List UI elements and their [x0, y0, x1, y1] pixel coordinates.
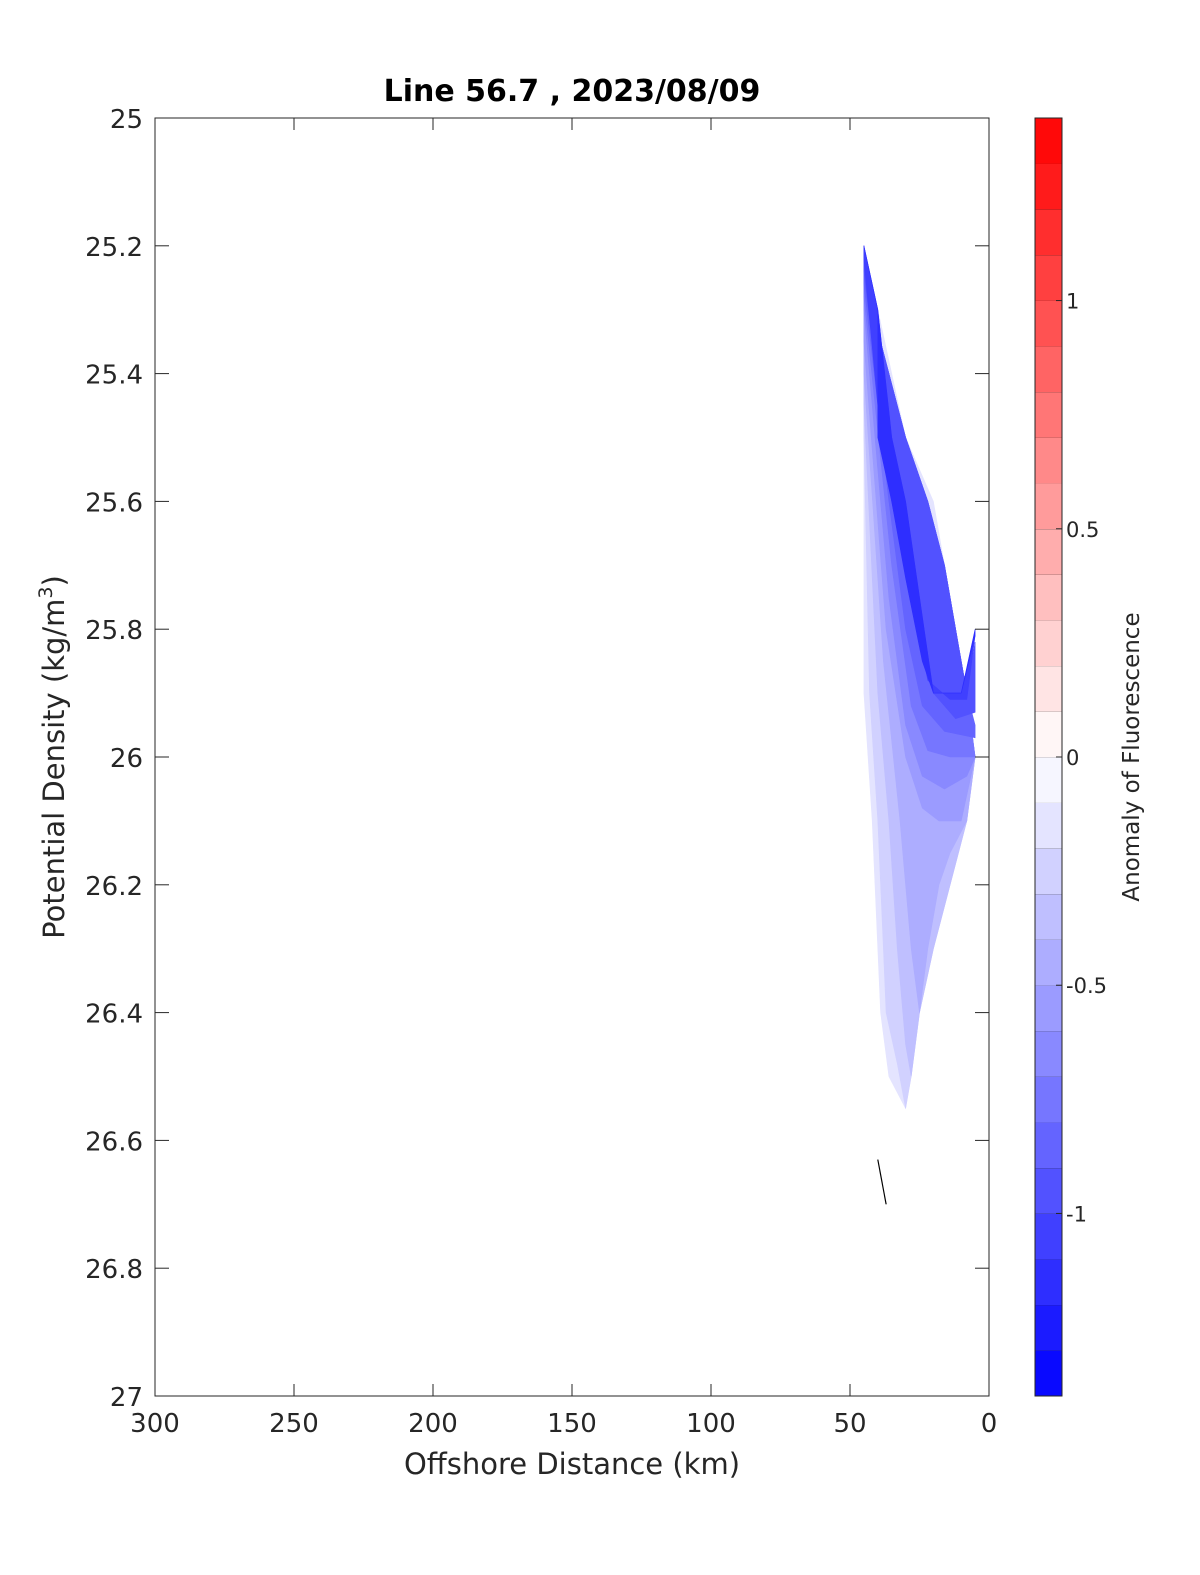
colorbar-level	[1035, 483, 1062, 530]
colorbar-level	[1035, 1167, 1062, 1214]
y-axis-label: Potential Density (kg/m3)	[35, 575, 71, 939]
colorbar-level	[1035, 346, 1062, 393]
y-tick-label: 27	[110, 1383, 143, 1413]
x-tick-label: 200	[408, 1409, 458, 1439]
colorbar-tick-label: 0	[1066, 746, 1079, 770]
colorbar-level	[1035, 802, 1062, 849]
contour-fill-group	[863, 245, 976, 1110]
colorbar-level	[1035, 209, 1062, 256]
colorbar-level	[1035, 893, 1062, 940]
colorbar-level	[1035, 163, 1062, 210]
x-tick-label: 300	[130, 1409, 180, 1439]
colorbar-level	[1035, 437, 1062, 484]
colorbar-level	[1035, 1122, 1062, 1169]
colorbar-level	[1035, 528, 1062, 575]
x-tick-label: 50	[833, 1409, 866, 1439]
y-tick-label: 25.6	[85, 488, 143, 518]
x-axis-label: Offshore Distance (km)	[404, 1447, 740, 1481]
x-tick-label: 250	[269, 1409, 319, 1439]
colorbar-level	[1035, 391, 1062, 438]
colorbar	[1035, 117, 1062, 1397]
colorbar-level	[1035, 848, 1062, 895]
colorbar-level	[1035, 711, 1062, 758]
y-tick-label: 26.8	[85, 1255, 143, 1285]
colorbar-level	[1035, 985, 1062, 1032]
colorbar-tick-label: 1	[1066, 290, 1079, 314]
colorbar-tick-label: -1	[1066, 1202, 1087, 1226]
colorbar-tick-label: -0.5	[1066, 974, 1107, 998]
colorbar-level	[1035, 1030, 1062, 1077]
x-axis: 300 250 200 150 100 50 0	[130, 118, 997, 1439]
y-tick-label: 25.4	[85, 361, 143, 391]
y-tick-label: 26	[110, 744, 143, 774]
y-tick-label: 25.2	[85, 233, 143, 263]
y-tick-label: 26.6	[85, 1127, 143, 1157]
contour-line-group	[877, 1159, 887, 1205]
x-tick-label: 150	[547, 1409, 597, 1439]
colorbar-level	[1035, 1304, 1062, 1351]
colorbar-axis: 1 0.5 0 -0.5 -1	[1056, 290, 1107, 1226]
contour-band-11	[863, 245, 976, 694]
y-axis-label-close: )	[37, 575, 71, 586]
x-tick-label: 100	[686, 1409, 736, 1439]
y-tick-label: 26.4	[85, 1000, 143, 1030]
colorbar-label: Anomaly of Fluorescence	[1119, 612, 1145, 901]
y-tick-label: 25	[110, 105, 143, 135]
colorbar-level	[1035, 254, 1062, 301]
colorbar-level	[1035, 300, 1062, 347]
colorbar-level	[1035, 1213, 1062, 1260]
x-tick-label: 0	[981, 1409, 998, 1439]
y-tick-label: 26.2	[85, 872, 143, 902]
y-axis-label-main: Potential Density (kg/m	[37, 599, 71, 939]
colorbar-level	[1035, 620, 1062, 667]
colorbar-level	[1035, 118, 1062, 164]
colorbar-level	[1035, 757, 1062, 803]
colorbar-level	[1035, 1259, 1062, 1306]
colorbar-level	[1035, 1076, 1062, 1123]
colorbar-level	[1035, 939, 1062, 986]
colorbar-level	[1035, 1350, 1062, 1397]
y-axis-label-sup: 3	[35, 586, 57, 598]
colorbar-level	[1035, 574, 1062, 621]
colorbar-tick-label: 0.5	[1066, 518, 1099, 542]
contour-line-segment	[877, 1159, 887, 1205]
colorbar-level	[1035, 665, 1062, 712]
chart-title: Line 56.7 , 2023/08/09	[384, 74, 761, 109]
y-axis: 25 25.2 25.4 25.6 25.8 26 26.2 26.4 26.6 26.8 27	[85, 105, 989, 1413]
y-tick-label: 25.8	[85, 616, 143, 646]
